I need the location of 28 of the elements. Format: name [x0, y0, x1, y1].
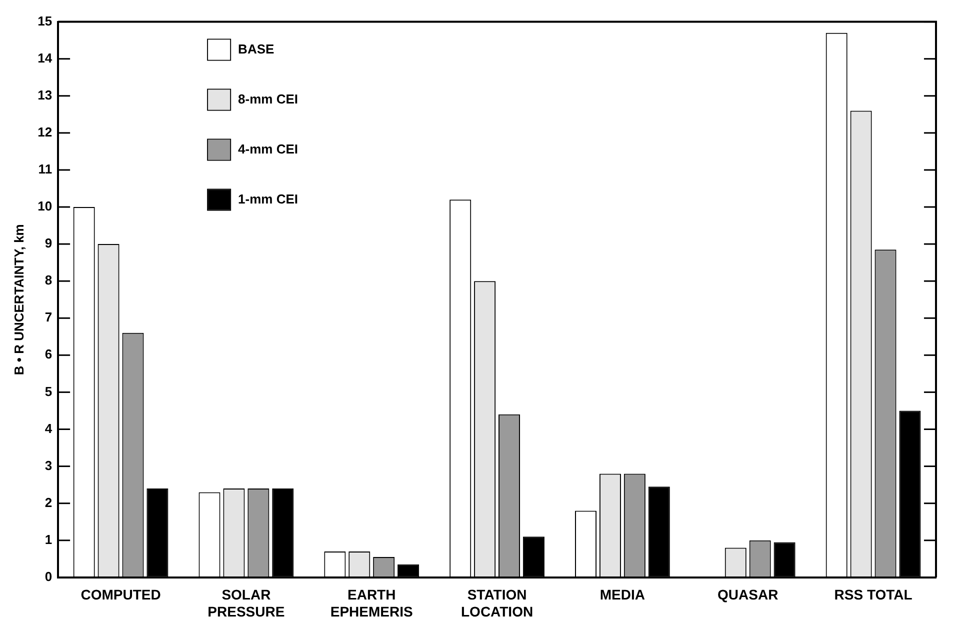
y-tick-label: 12	[38, 124, 52, 140]
x-tick-label: SOLAR PRESSURE	[208, 586, 285, 620]
y-tick-label: 3	[44, 458, 52, 473]
y-axis-title: B • R UNCERTAINTY, km	[11, 224, 26, 376]
legend-label: 1-mm CEI	[238, 191, 298, 206]
x-tick-label: MEDIA	[600, 586, 646, 603]
y-tick-label: 4	[44, 420, 53, 436]
y-tick-label: 8	[44, 272, 52, 288]
y-tick-label: 0	[44, 568, 52, 584]
y-tick-label: 5	[44, 384, 52, 399]
x-tick-label: EARTH EPHEMERIS	[330, 586, 413, 620]
legend-label: 8-mm CEI	[238, 91, 298, 106]
legend-label: BASE	[238, 41, 275, 56]
y-tick-label: 2	[44, 494, 52, 510]
y-tick-label: 7	[44, 310, 52, 325]
y-tick-label: 13	[38, 87, 52, 102]
y-tick-label: 1	[44, 532, 52, 547]
x-tick-label: RSS TOTAL	[834, 586, 913, 603]
x-tick-label: COMPUTED	[80, 586, 161, 603]
y-tick-label: 9	[44, 236, 52, 251]
y-tick-label: 6	[44, 346, 52, 362]
legend-label: 4-mm CEI	[238, 141, 298, 156]
y-tick-label: 14	[38, 50, 53, 66]
y-tick-label: 10	[38, 198, 52, 214]
y-tick-label: 15	[38, 13, 52, 28]
x-tick-label: STATION LOCATION	[460, 586, 534, 620]
y-tick-label: 11	[38, 162, 52, 177]
x-tick-label: QUASAR	[718, 586, 778, 603]
